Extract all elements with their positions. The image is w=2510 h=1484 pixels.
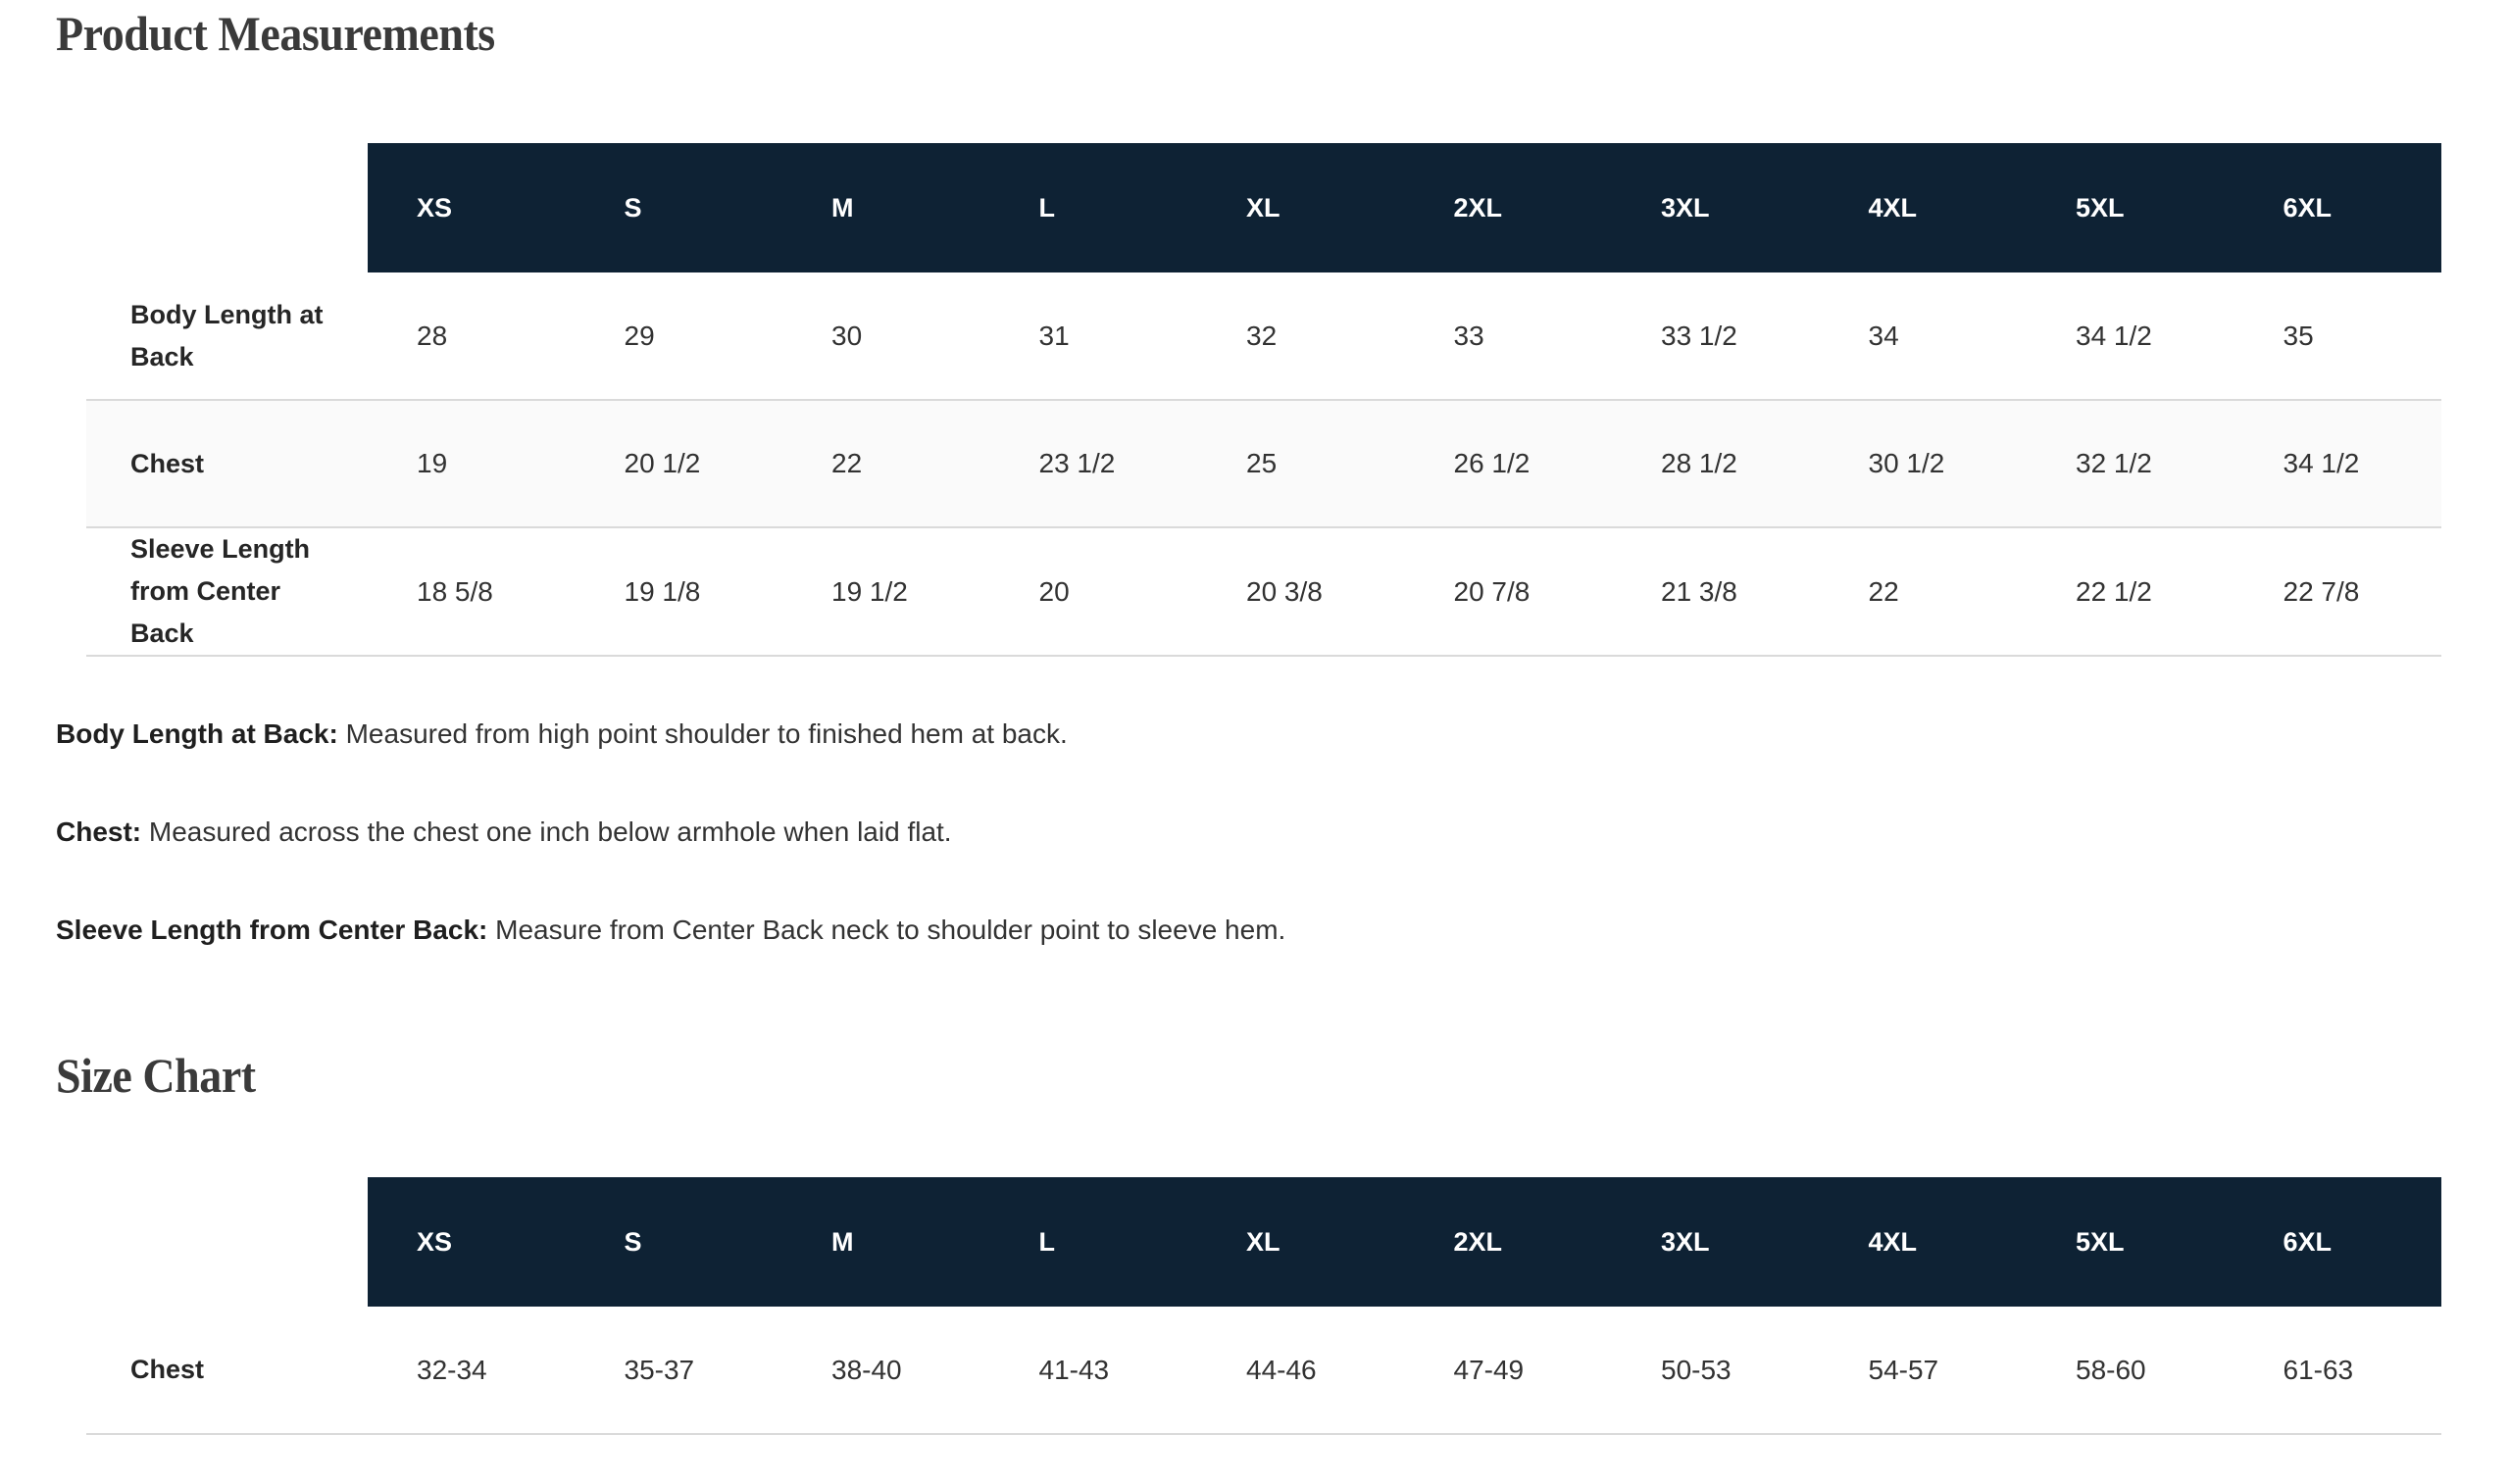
measurement-cell: 20 7/8 <box>1453 575 1531 607</box>
size-column-header-4xl: 4XL <box>1819 143 2027 272</box>
measurement-cell: 30 <box>831 320 863 351</box>
size-chart-section: Size Chart XS S M L XL 2XL 3XL 4XL 5XL 6… <box>56 1048 2510 1435</box>
measurement-cell: 25 <box>1246 448 1278 478</box>
size-column-header-6xl: 6XL <box>2234 1177 2441 1307</box>
measurement-cell: 35 <box>2283 320 2314 351</box>
note-term: Body Length at Back: <box>56 718 338 749</box>
size-range-cell: 47-49 <box>1453 1354 1525 1385</box>
measurement-cell: 28 1/2 <box>1661 448 1737 478</box>
size-column-header-m: M <box>782 143 990 272</box>
row-label-chest: Chest <box>130 1355 205 1384</box>
measurement-cell: 32 <box>1246 320 1278 351</box>
product-measurements-table: XS S M L XL 2XL 3XL 4XL 5XL 6XL Body Len… <box>86 143 2441 657</box>
size-column-header-4xl: 4XL <box>1819 1177 2027 1307</box>
measurement-cell: 33 1/2 <box>1661 320 1737 351</box>
product-measurements-title: Product Measurements <box>56 6 495 61</box>
measurement-cell: 22 1/2 <box>2076 575 2152 607</box>
size-range-cell: 61-63 <box>2283 1354 2354 1385</box>
measurement-cell: 33 <box>1453 320 1484 351</box>
measurement-cell: 22 <box>831 448 863 478</box>
measurement-cell: 18 5/8 <box>417 575 493 607</box>
size-range-cell: 44-46 <box>1246 1354 1317 1385</box>
note-term: Chest: <box>56 816 142 847</box>
row-label-sleeve-length: Sleeve Length from Center Back <box>130 534 311 648</box>
note-definition: Measured from high point shoulder to fin… <box>345 718 1068 749</box>
measurement-cell: 19 <box>417 448 448 478</box>
size-range-cell: 50-53 <box>1661 1354 1732 1385</box>
note-body-length: Body Length at Back: Measured from high … <box>56 717 2510 750</box>
size-column-header-3xl: 3XL <box>1612 143 1820 272</box>
table-row-body-length: Body Length at Back 28 29 30 31 32 33 33… <box>86 272 2441 400</box>
measurement-cell: 23 1/2 <box>1038 448 1116 478</box>
size-header-row: XS S M L XL 2XL 3XL 4XL 5XL 6XL <box>86 1177 2441 1307</box>
row-label-chest: Chest <box>130 448 205 478</box>
measurement-cell: 32 1/2 <box>2076 448 2152 478</box>
size-column-header-l: L <box>989 143 1197 272</box>
table-row-sleeve-length: Sleeve Length from Center Back 18 5/8 19… <box>86 527 2441 656</box>
note-sleeve-length: Sleeve Length from Center Back: Measure … <box>56 914 2510 946</box>
table-row-chest: Chest 19 20 1/2 22 23 1/2 25 26 1/2 28 1… <box>86 400 2441 527</box>
size-column-header-xl: XL <box>1197 1177 1405 1307</box>
note-definition: Measured across the chest one inch below… <box>148 816 952 847</box>
measurement-cell: 31 <box>1038 320 1070 351</box>
size-column-header-xs: XS <box>368 1177 576 1307</box>
measurement-cell: 22 <box>1868 575 1899 607</box>
note-term: Sleeve Length from Center Back: <box>56 915 488 945</box>
size-header-row: XS S M L XL 2XL 3XL 4XL 5XL 6XL <box>86 143 2441 272</box>
measurement-cell: 26 1/2 <box>1453 448 1531 478</box>
size-chart-title: Size Chart <box>56 1048 256 1103</box>
size-column-header-s: S <box>575 1177 782 1307</box>
size-column-header-xs: XS <box>368 143 576 272</box>
measurement-cell: 20 <box>1038 575 1070 607</box>
corner-header-cell <box>86 143 368 272</box>
note-chest: Chest: Measured across the chest one inc… <box>56 816 2510 848</box>
measurement-cell: 34 1/2 <box>2283 448 2360 478</box>
size-range-cell: 41-43 <box>1038 1354 1110 1385</box>
corner-header-cell <box>86 1177 368 1307</box>
measurement-cell: 28 <box>417 320 448 351</box>
measurement-cell: 22 7/8 <box>2283 575 2360 607</box>
size-column-header-m: M <box>782 1177 990 1307</box>
measurement-cell: 34 <box>1868 320 1899 351</box>
size-column-header-6xl: 6XL <box>2234 143 2441 272</box>
product-measurements-section: Product Measurements XS S M L XL 2XL 3XL… <box>56 6 2510 946</box>
size-column-header-2xl: 2XL <box>1404 143 1612 272</box>
table-row-chest-range: Chest 32-34 35-37 38-40 41-43 44-46 47-4… <box>86 1307 2441 1434</box>
measurement-cell: 29 <box>624 320 655 351</box>
size-column-header-s: S <box>575 143 782 272</box>
size-range-cell: 35-37 <box>624 1354 695 1385</box>
measurement-cell: 19 1/2 <box>831 575 908 607</box>
measurement-cell: 34 1/2 <box>2076 320 2152 351</box>
size-chart-table: XS S M L XL 2XL 3XL 4XL 5XL 6XL Chest 32… <box>86 1177 2441 1435</box>
row-label-body-length: Body Length at Back <box>130 299 324 371</box>
measurement-cell: 20 3/8 <box>1246 575 1323 607</box>
size-column-header-5xl: 5XL <box>2027 143 2234 272</box>
size-range-cell: 32-34 <box>417 1354 487 1385</box>
size-column-header-l: L <box>989 1177 1197 1307</box>
size-column-header-2xl: 2XL <box>1404 1177 1612 1307</box>
measurement-notes: Body Length at Back: Measured from high … <box>56 717 2510 946</box>
size-range-cell: 58-60 <box>2076 1354 2146 1385</box>
measurement-cell: 19 1/8 <box>624 575 701 607</box>
size-range-cell: 54-57 <box>1868 1354 1939 1385</box>
measurement-cell: 30 1/2 <box>1868 448 1945 478</box>
note-definition: Measure from Center Back neck to shoulde… <box>495 915 1286 945</box>
size-column-header-5xl: 5XL <box>2027 1177 2234 1307</box>
size-column-header-xl: XL <box>1197 143 1405 272</box>
measurement-cell: 21 3/8 <box>1661 575 1737 607</box>
size-column-header-3xl: 3XL <box>1612 1177 1820 1307</box>
measurement-cell: 20 1/2 <box>624 448 701 478</box>
size-range-cell: 38-40 <box>831 1354 902 1385</box>
